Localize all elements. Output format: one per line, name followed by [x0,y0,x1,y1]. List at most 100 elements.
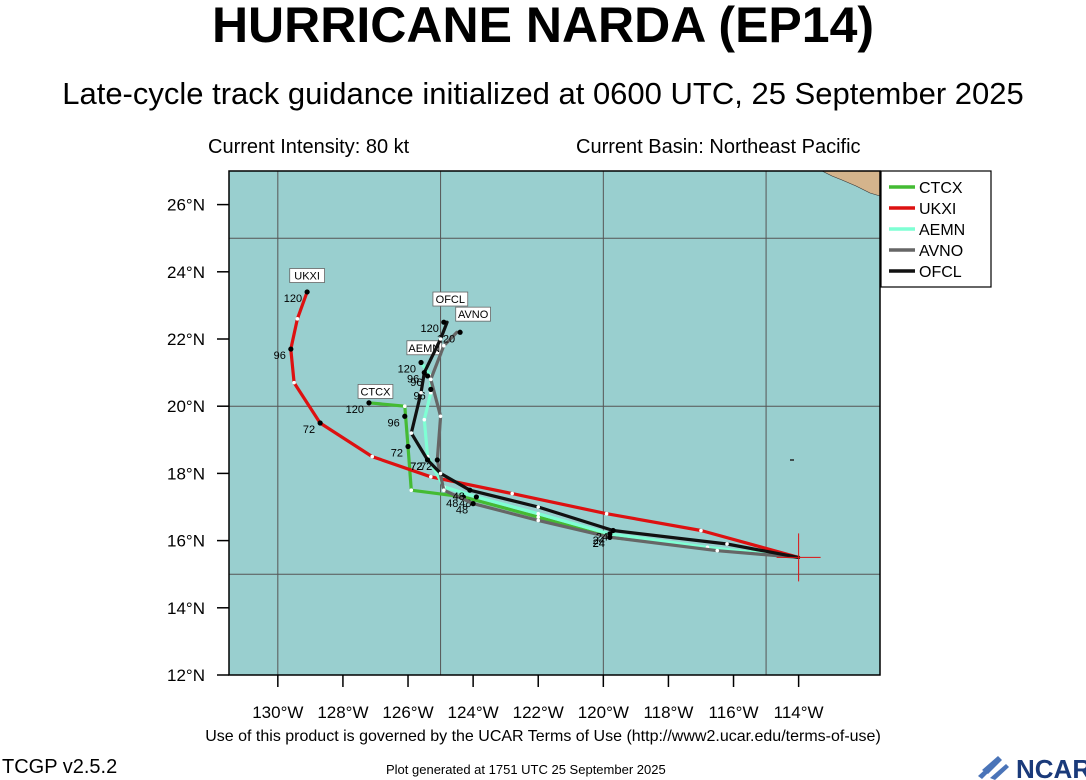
tau-label: 72 [410,461,422,473]
model-tracks: 24487296120CTCX7296120UKXI24487296120AEM… [274,268,801,560]
storm-position-marker [776,533,821,582]
x-tick-label: 130°W [252,703,303,722]
end-label-box [289,268,325,283]
x-tick-label: 118°W [643,703,693,722]
y-tick-label: 16°N [167,532,205,551]
tau-dot [441,319,447,325]
tau-label: 48 [453,491,465,503]
y-tick-label: 20°N [167,397,205,416]
legend: CTCX UKXI AEMN AVNO OFCL [880,170,992,288]
track-12h-marker [725,542,729,546]
track-12h-marker [536,518,541,523]
tau-dot [421,370,427,376]
tau-dot [304,289,310,295]
track-12h-marker [292,380,296,385]
y-tick-label: 22°N [167,330,205,349]
tau-dot [402,413,408,419]
tau-dot [470,501,476,507]
tau-dot [405,443,411,450]
end-label-box [357,384,394,399]
x-tick-label: 126°W [382,703,433,722]
x-tick-label: 122°W [513,703,564,722]
track-12h-marker [409,431,414,435]
tau-label: 72 [391,448,403,460]
track-12h-marker [438,337,443,341]
track-12h-marker [419,390,423,395]
tau-label: 24 [593,538,605,550]
tau-label: 24 [593,538,605,550]
x-tick-label: 120°W [578,703,629,722]
track-12h-marker [422,417,427,422]
end-label-text: CTCX [360,386,391,398]
y-tick-label: 24°N [167,263,205,282]
track-12h-marker [442,488,446,493]
end-label-text: AVNO [458,309,489,321]
x-tick-label: 114°W [774,703,824,722]
tau-dot [424,457,431,463]
ocean-background [229,171,880,675]
grid-lines [229,171,880,675]
current-basin: Current Basin: Northeast Pacific [576,136,861,158]
legend-label-ofcl: OFCL [919,264,962,281]
tau-label: 120 [346,404,364,416]
tau-label: 48 [446,498,458,510]
tau-label: 96 [410,377,422,389]
end-label-text: UKXI [294,271,320,283]
legend-label-ctcx: CTCX [919,180,963,197]
y-tick-label: 12°N [167,666,205,685]
x-tick-label: 128°W [317,703,368,722]
x-tick-label: 116°W [709,703,759,722]
tau-dot [434,457,440,463]
ncar-logo-text: NCAR [1016,754,1086,780]
tau-label: 120 [398,364,416,376]
track-12h-marker [442,343,446,348]
tau-label: 48 [456,505,468,517]
tau-label: 120 [420,323,438,335]
tau-dot [607,534,613,540]
terms-of-use: Use of this product is governed by the U… [205,728,881,745]
ncar-logo: NCAR [978,754,1086,780]
tau-label: 96 [407,374,419,386]
tau-label: 24 [596,532,608,544]
tau-dot [428,386,434,392]
current-intensity: Current Intensity: 80 kt [208,136,410,158]
track-line [409,320,801,560]
tau-dot [467,487,473,493]
track-12h-marker [402,404,407,409]
track-12h-marker [370,454,375,459]
x-tick-label: 124°W [448,703,499,722]
tau-label: 24 [593,535,605,547]
y-tick-label: 18°N [167,464,205,483]
tau-label: 72 [303,424,315,436]
track-12h-marker [295,317,300,321]
track-12h-marker [438,471,443,476]
legend-label-aemn: AEMN [919,222,965,239]
track-12h-marker [429,390,433,395]
track-12h-marker [699,528,703,533]
tau-dot [366,400,372,406]
tau-label: 96 [274,350,286,362]
axes: 12°N 14°N 16°N 18°N 20°N 22°N 24°N 26°N 130°W 128… [167,170,881,722]
legend-label-ukxi: UKXI [919,201,956,218]
y-tick-label: 26°N [167,196,205,215]
track-12h-marker [409,488,414,493]
y-tick-label: 14°N [167,599,205,618]
track-12h-marker [429,377,433,382]
tau-label: 96 [388,417,400,429]
end-label-text: OFCL [436,294,465,306]
legend-label-avno: AVNO [919,243,963,260]
track-12h-marker [429,474,433,479]
end-label-text: AEMN [408,343,440,355]
page-subtitle: Late-cycle track guidance initialized at… [62,76,1024,111]
track-12h-marker [715,548,720,553]
plot-frame [228,170,881,676]
track-12h-marker [536,511,541,516]
track-12h-marker [438,414,443,419]
track-ofcl: 24 48 72 96 120 OFCL [407,291,801,560]
version-label: TCGP v2.5.2 [2,756,118,778]
tau-dot [457,329,463,335]
tau-dot [288,346,294,352]
